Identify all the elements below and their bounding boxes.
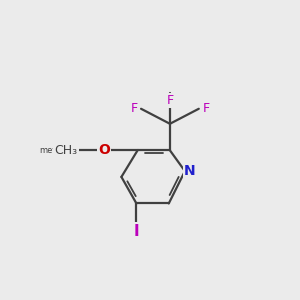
Text: N: N (184, 164, 196, 178)
Text: CH₃: CH₃ (54, 144, 77, 157)
Text: F: F (167, 94, 173, 107)
Text: F: F (202, 102, 209, 115)
Text: F: F (130, 102, 138, 115)
Text: methoxy: methoxy (40, 146, 76, 155)
Text: I: I (134, 224, 139, 239)
Text: O: O (98, 143, 110, 157)
